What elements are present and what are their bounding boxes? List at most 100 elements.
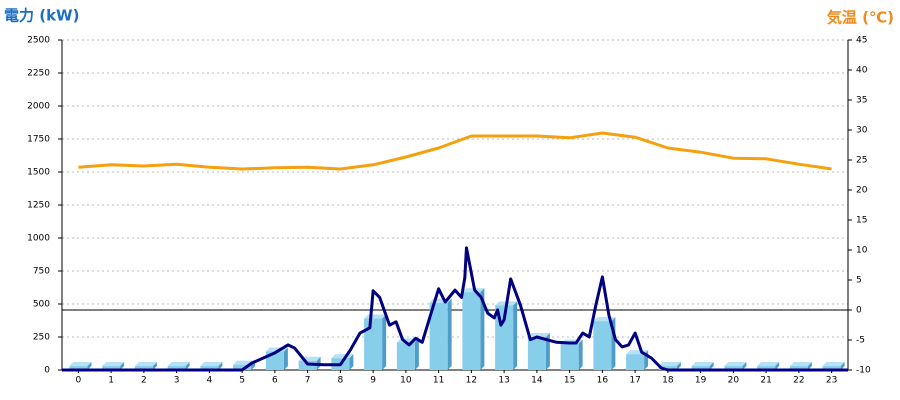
y-tick-label: 2500: [27, 36, 50, 46]
bar: [396, 342, 415, 370]
y2-tick-label: 45: [856, 36, 867, 46]
bar-side: [185, 362, 190, 370]
bar-top: [724, 362, 747, 367]
x-tick-label: 11: [433, 376, 444, 386]
y2-tick-label: 15: [856, 216, 867, 226]
y2-tick-label: -5: [856, 336, 865, 346]
x-tick-label: 23: [826, 376, 837, 386]
bar: [200, 366, 219, 370]
bar-top: [789, 362, 812, 367]
bar: [822, 366, 841, 370]
x-tick-label: 13: [498, 376, 509, 386]
bar: [167, 366, 186, 370]
bar-side: [349, 354, 354, 370]
bar-side: [676, 362, 681, 370]
y2-tick-label: 20: [856, 186, 868, 196]
bar-top: [69, 362, 92, 367]
bar-side: [480, 288, 485, 370]
x-tick-label: 17: [629, 376, 640, 386]
x-tick-label: 22: [793, 376, 804, 386]
bar: [560, 343, 579, 370]
bar: [724, 366, 743, 370]
y2-tick-label: 25: [856, 156, 867, 166]
y-tick-label: 1000: [27, 234, 50, 244]
bar: [593, 321, 612, 370]
y2-tick-label: -10: [856, 366, 871, 376]
bar-side: [218, 362, 223, 370]
bar-top: [757, 362, 780, 367]
bar: [134, 366, 153, 370]
bar-side: [513, 301, 518, 370]
bar-side: [447, 298, 452, 370]
x-tick-label: 21: [760, 376, 771, 386]
bar-side: [709, 362, 714, 370]
x-tick-label: 20: [728, 376, 740, 386]
bar-top: [200, 362, 223, 367]
x-tick-label: 16: [597, 376, 609, 386]
y-tick-label: 1250: [27, 201, 50, 211]
x-tick-label: 1: [108, 376, 114, 386]
bar: [527, 337, 546, 370]
bar-side: [152, 362, 157, 370]
x-tick-label: 15: [564, 376, 575, 386]
bar-side: [545, 333, 550, 370]
bar: [691, 366, 710, 370]
y-axis-title: 電力 (kW): [4, 7, 79, 25]
x-tick-label: 18: [662, 376, 674, 386]
y2-tick-label: 30: [856, 126, 868, 136]
y2-tick-label: 5: [856, 276, 862, 286]
y2-tick-label: 0: [856, 306, 862, 316]
x-tick-label: 2: [141, 376, 147, 386]
temperature-line: [78, 131, 832, 171]
bar-top: [658, 362, 681, 367]
y-tick-label: 0: [44, 366, 50, 376]
x-tick-label: 19: [695, 376, 707, 386]
bar-side: [382, 314, 387, 370]
bar-top: [527, 333, 550, 337]
bar: [658, 366, 677, 370]
y2-tick-label: 40: [856, 66, 868, 76]
x-tick-label: 4: [207, 376, 213, 386]
power-line: [62, 246, 848, 372]
bar: [462, 292, 481, 370]
bar-top: [691, 362, 714, 367]
x-tick-label: 3: [174, 376, 180, 386]
bar-side: [87, 362, 92, 370]
bar: [757, 366, 776, 370]
bar-top: [134, 362, 157, 367]
bar: [233, 364, 252, 370]
bar-side: [807, 362, 812, 370]
bar-side: [578, 339, 583, 370]
bar: [626, 354, 645, 370]
x-tick-label: 10: [400, 376, 412, 386]
bar: [789, 366, 808, 370]
x-tick-label: 8: [338, 376, 344, 386]
bar: [364, 318, 383, 370]
x-tick-label: 5: [239, 376, 245, 386]
bar: [69, 366, 88, 370]
bar-side: [283, 347, 288, 370]
x-tick-label: 9: [370, 376, 376, 386]
y-tick-label: 500: [33, 300, 50, 310]
y-tick-label: 750: [33, 267, 50, 277]
bar-top: [822, 362, 845, 367]
x-tick-label: 7: [305, 376, 311, 386]
bar-top: [167, 362, 190, 367]
bar-side: [120, 362, 125, 370]
bar-side: [414, 338, 419, 370]
x-tick-label: 0: [76, 376, 82, 386]
x-tick-label: 14: [531, 376, 543, 386]
bar-side: [742, 362, 747, 370]
y2-tick-label: 10: [856, 246, 868, 256]
y-tick-label: 2250: [27, 69, 50, 79]
x-tick-label: 6: [272, 376, 278, 386]
y-tick-label: 1750: [27, 135, 50, 145]
y2-axis-title: 気温 (℃): [827, 9, 894, 27]
bar: [429, 302, 448, 370]
bar-top: [102, 362, 125, 367]
x-tick-label: 12: [466, 376, 477, 386]
bar-side: [775, 362, 780, 370]
y-tick-label: 250: [33, 333, 50, 343]
y2-tick-label: 35: [856, 96, 867, 106]
